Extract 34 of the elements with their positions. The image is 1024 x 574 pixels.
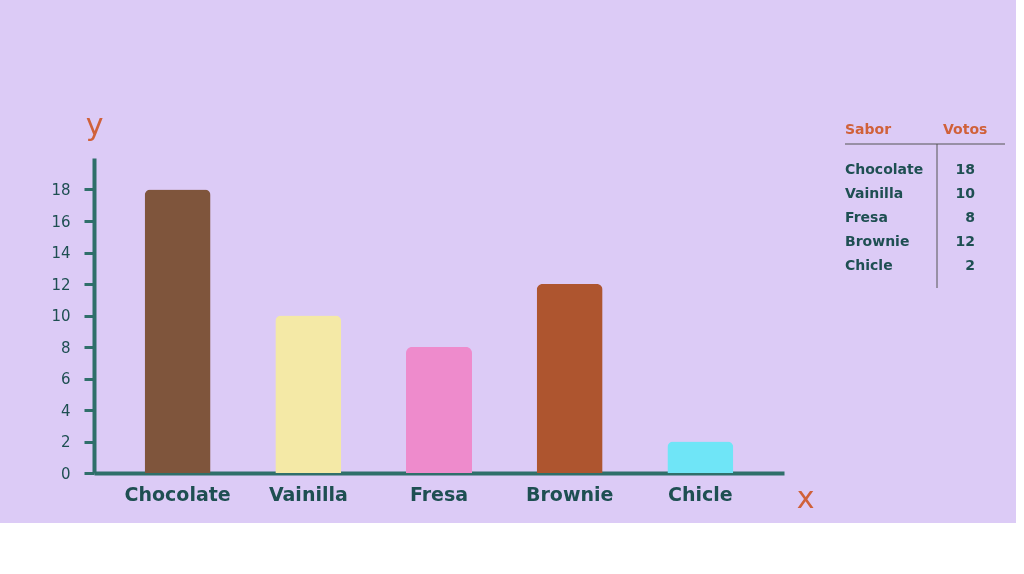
- text: Chicle: [845, 257, 893, 273]
- bar: [144, 189, 211, 473]
- y-tick-label: 14: [51, 244, 71, 262]
- y-tick-label: 0: [60, 464, 71, 483]
- y-tick-label: 4: [60, 401, 71, 420]
- x-tick-label: Vainilla: [268, 482, 348, 505]
- x-tick-label: Chocolate: [124, 482, 231, 505]
- text: Votos: [943, 121, 988, 137]
- bar: [667, 441, 734, 473]
- text: Fresa: [845, 209, 888, 225]
- text: Brownie: [845, 233, 910, 249]
- bar: [536, 284, 603, 473]
- text: 12: [955, 233, 975, 249]
- x-tick-label: Brownie: [525, 482, 614, 505]
- bar: [406, 347, 472, 473]
- bar: [275, 315, 342, 473]
- y-tick-label: 2: [60, 433, 71, 451]
- y-tick-label: 12: [51, 275, 71, 294]
- text: 8: [965, 209, 975, 225]
- text: Sabor: [845, 121, 892, 137]
- y-tick-label: 8: [60, 338, 71, 357]
- y-axis-title: y: [85, 106, 104, 142]
- text: Vainilla: [845, 185, 904, 201]
- text: 2: [965, 257, 975, 273]
- y-tick-label: 16: [51, 212, 71, 231]
- text: 18: [955, 161, 975, 177]
- x-axis-title: x: [796, 479, 815, 515]
- text: 10: [955, 185, 976, 201]
- text: Chocolate: [845, 161, 924, 177]
- x-tick-label: Fresa: [409, 482, 469, 505]
- x-tick-label: Chicle: [668, 482, 733, 505]
- y-tick-label: 10: [51, 307, 71, 325]
- y-tick-label: 18: [51, 181, 71, 199]
- y-tick-label: 6: [60, 370, 71, 388]
